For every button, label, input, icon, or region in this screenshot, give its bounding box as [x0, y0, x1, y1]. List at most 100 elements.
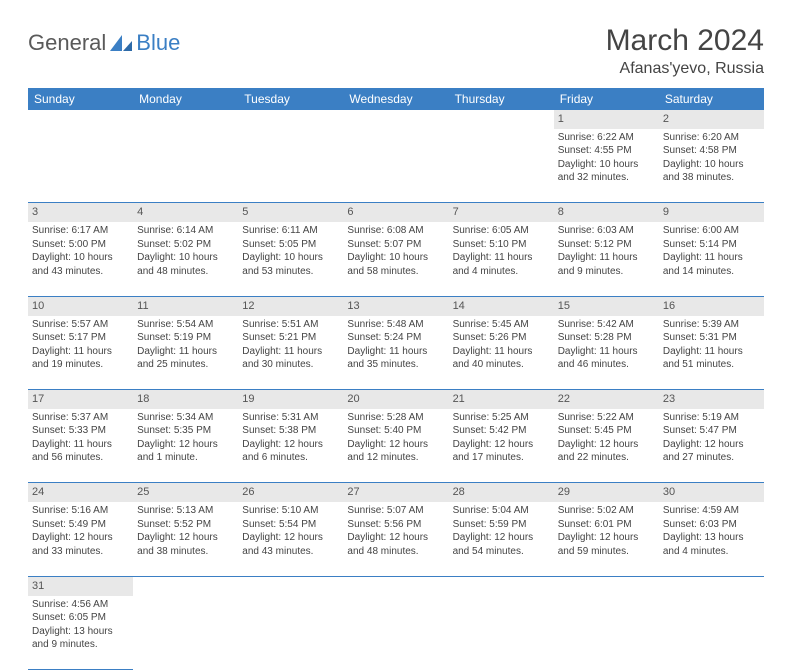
- day-line-ss: Sunset: 5:00 PM: [32, 238, 129, 252]
- weekday-header: Saturday: [659, 88, 764, 110]
- day-number-cell: 5: [238, 203, 343, 222]
- day-line-d1: Daylight: 11 hours: [347, 345, 444, 359]
- day-detail-cell: Sunrise: 6:20 AMSunset: 4:58 PMDaylight:…: [659, 129, 764, 203]
- day-line-sr: Sunrise: 5:22 AM: [558, 411, 655, 425]
- day-number-cell: 19: [238, 390, 343, 409]
- weekday-header: Monday: [133, 88, 238, 110]
- day-line-d1: Daylight: 12 hours: [242, 531, 339, 545]
- detail-row: Sunrise: 6:17 AMSunset: 5:00 PMDaylight:…: [28, 222, 764, 296]
- day-line-d2: and 56 minutes.: [32, 451, 129, 465]
- day-detail-cell: [238, 596, 343, 670]
- weekday-header: Wednesday: [343, 88, 448, 110]
- day-line-d1: Daylight: 11 hours: [32, 345, 129, 359]
- day-line-d1: Daylight: 10 hours: [558, 158, 655, 172]
- day-line-d1: Daylight: 12 hours: [453, 438, 550, 452]
- day-line-sr: Sunrise: 5:45 AM: [453, 318, 550, 332]
- day-detail-cell: Sunrise: 5:54 AMSunset: 5:19 PMDaylight:…: [133, 316, 238, 390]
- day-line-d1: Daylight: 12 hours: [32, 531, 129, 545]
- day-detail-cell: Sunrise: 6:08 AMSunset: 5:07 PMDaylight:…: [343, 222, 448, 296]
- day-line-d1: Daylight: 11 hours: [663, 345, 760, 359]
- day-line-sr: Sunrise: 6:08 AM: [347, 224, 444, 238]
- logo-sail-icon: [108, 33, 134, 53]
- day-line-sr: Sunrise: 4:59 AM: [663, 504, 760, 518]
- day-number-cell: 20: [343, 390, 448, 409]
- day-line-d2: and 14 minutes.: [663, 265, 760, 279]
- day-detail-cell: Sunrise: 5:37 AMSunset: 5:33 PMDaylight:…: [28, 409, 133, 483]
- day-number-cell: [238, 576, 343, 595]
- day-number-cell: 31: [28, 576, 133, 595]
- day-number-cell: [343, 110, 448, 129]
- day-line-ss: Sunset: 4:55 PM: [558, 144, 655, 158]
- detail-row: Sunrise: 6:22 AMSunset: 4:55 PMDaylight:…: [28, 129, 764, 203]
- day-line-sr: Sunrise: 5:48 AM: [347, 318, 444, 332]
- day-number-cell: 14: [449, 296, 554, 315]
- day-line-d2: and 30 minutes.: [242, 358, 339, 372]
- day-line-d1: Daylight: 11 hours: [558, 251, 655, 265]
- day-number-cell: 6: [343, 203, 448, 222]
- day-number-cell: 27: [343, 483, 448, 502]
- day-number-cell: 11: [133, 296, 238, 315]
- day-line-sr: Sunrise: 5:16 AM: [32, 504, 129, 518]
- day-detail-cell: Sunrise: 5:39 AMSunset: 5:31 PMDaylight:…: [659, 316, 764, 390]
- day-number-cell: 9: [659, 203, 764, 222]
- day-number-cell: [449, 576, 554, 595]
- day-line-d2: and 59 minutes.: [558, 545, 655, 559]
- day-line-sr: Sunrise: 5:51 AM: [242, 318, 339, 332]
- day-number-cell: 29: [554, 483, 659, 502]
- day-line-sr: Sunrise: 5:04 AM: [453, 504, 550, 518]
- day-number-cell: [133, 110, 238, 129]
- day-line-sr: Sunrise: 5:34 AM: [137, 411, 234, 425]
- day-line-d1: Daylight: 11 hours: [242, 345, 339, 359]
- day-number-cell: [343, 576, 448, 595]
- day-line-d1: Daylight: 10 hours: [347, 251, 444, 265]
- day-line-d2: and 25 minutes.: [137, 358, 234, 372]
- day-line-ss: Sunset: 5:54 PM: [242, 518, 339, 532]
- day-number-cell: 8: [554, 203, 659, 222]
- daynum-row: 31: [28, 576, 764, 595]
- day-detail-cell: [133, 129, 238, 203]
- day-number-cell: 23: [659, 390, 764, 409]
- daynum-row: 24252627282930: [28, 483, 764, 502]
- day-detail-cell: [659, 596, 764, 670]
- day-line-d1: Daylight: 12 hours: [663, 438, 760, 452]
- day-line-ss: Sunset: 5:28 PM: [558, 331, 655, 345]
- day-line-d1: Daylight: 10 hours: [32, 251, 129, 265]
- day-number-cell: 3: [28, 203, 133, 222]
- day-number-cell: 15: [554, 296, 659, 315]
- day-line-ss: Sunset: 5:52 PM: [137, 518, 234, 532]
- day-number-cell: 22: [554, 390, 659, 409]
- day-line-ss: Sunset: 5:02 PM: [137, 238, 234, 252]
- day-number-cell: [659, 576, 764, 595]
- weekday-header: Friday: [554, 88, 659, 110]
- day-number-cell: 30: [659, 483, 764, 502]
- day-line-d1: Daylight: 10 hours: [242, 251, 339, 265]
- day-line-sr: Sunrise: 5:42 AM: [558, 318, 655, 332]
- day-line-ss: Sunset: 5:26 PM: [453, 331, 550, 345]
- day-detail-cell: Sunrise: 6:22 AMSunset: 4:55 PMDaylight:…: [554, 129, 659, 203]
- day-line-ss: Sunset: 5:42 PM: [453, 424, 550, 438]
- day-line-d2: and 9 minutes.: [558, 265, 655, 279]
- day-line-d1: Daylight: 11 hours: [453, 251, 550, 265]
- day-detail-cell: [449, 596, 554, 670]
- day-line-ss: Sunset: 5:45 PM: [558, 424, 655, 438]
- day-line-ss: Sunset: 4:58 PM: [663, 144, 760, 158]
- calendar-table: Sunday Monday Tuesday Wednesday Thursday…: [28, 88, 764, 670]
- day-line-sr: Sunrise: 5:28 AM: [347, 411, 444, 425]
- weekday-header: Thursday: [449, 88, 554, 110]
- day-line-ss: Sunset: 5:05 PM: [242, 238, 339, 252]
- day-line-d2: and 51 minutes.: [663, 358, 760, 372]
- day-line-sr: Sunrise: 5:02 AM: [558, 504, 655, 518]
- day-number-cell: [238, 110, 343, 129]
- day-line-ss: Sunset: 6:01 PM: [558, 518, 655, 532]
- day-detail-cell: Sunrise: 6:05 AMSunset: 5:10 PMDaylight:…: [449, 222, 554, 296]
- day-detail-cell: Sunrise: 5:19 AMSunset: 5:47 PMDaylight:…: [659, 409, 764, 483]
- day-detail-cell: [554, 596, 659, 670]
- detail-row: Sunrise: 5:16 AMSunset: 5:49 PMDaylight:…: [28, 502, 764, 576]
- day-line-d2: and 48 minutes.: [137, 265, 234, 279]
- header: General Blue March 2024 Afanas'yevo, Rus…: [28, 24, 764, 78]
- day-detail-cell: Sunrise: 5:07 AMSunset: 5:56 PMDaylight:…: [343, 502, 448, 576]
- day-line-d1: Daylight: 11 hours: [137, 345, 234, 359]
- day-number-cell: [449, 110, 554, 129]
- day-line-d1: Daylight: 12 hours: [558, 438, 655, 452]
- day-line-d1: Daylight: 11 hours: [663, 251, 760, 265]
